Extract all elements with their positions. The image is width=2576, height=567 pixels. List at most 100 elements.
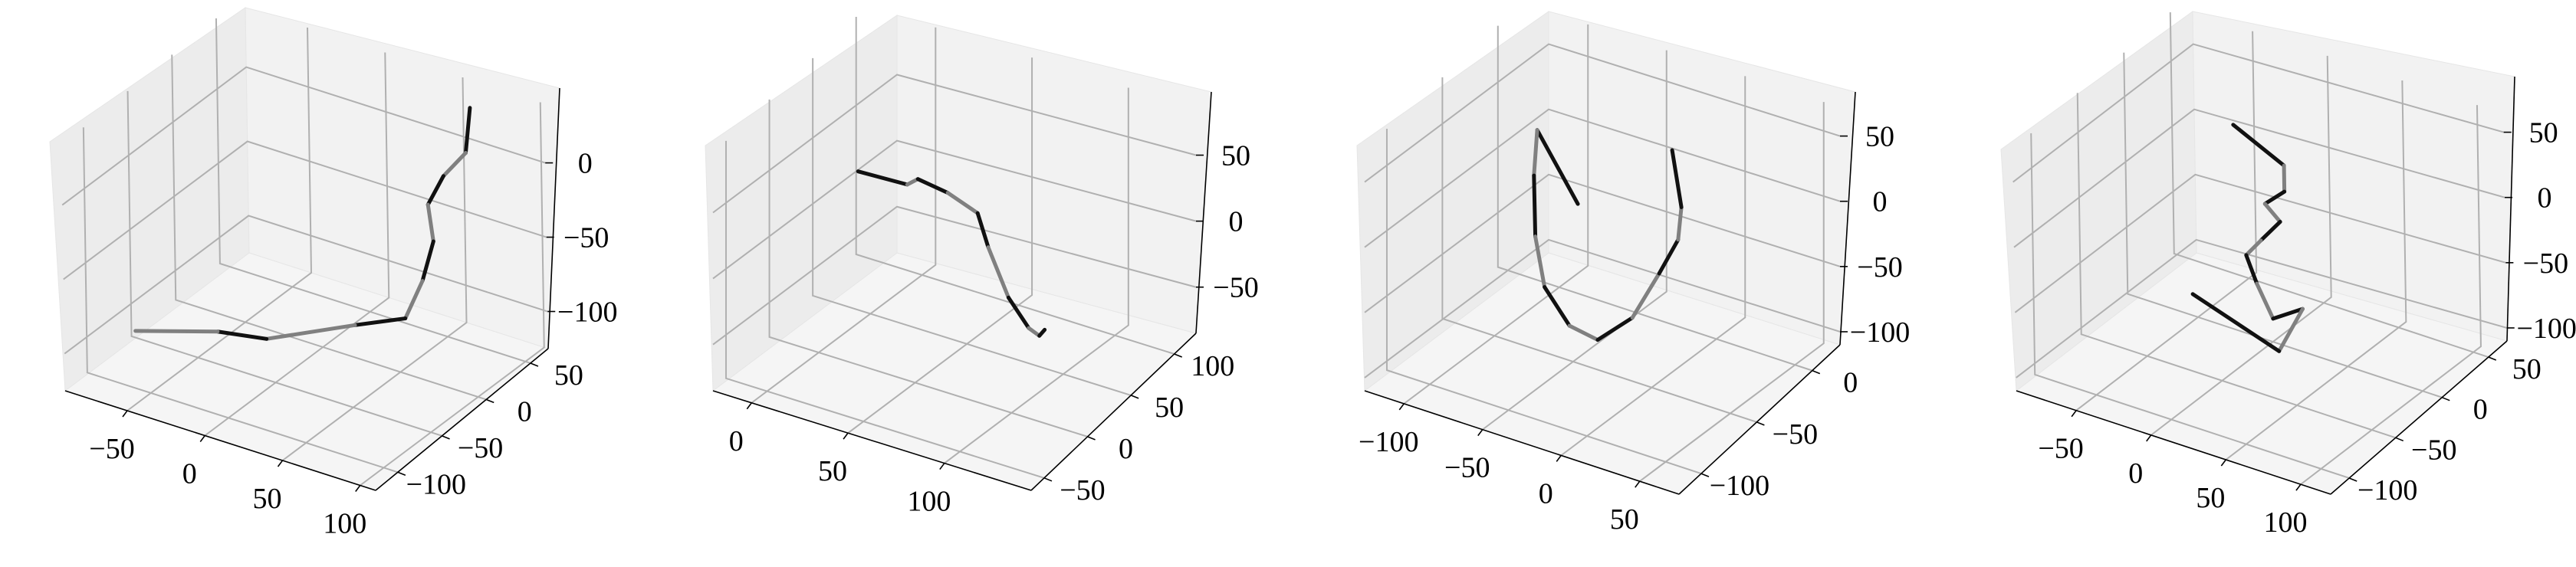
x-grid-line bbox=[127, 27, 313, 411]
y-grid-line bbox=[215, 18, 531, 364]
y-tick-label: −100 bbox=[1710, 470, 1769, 502]
x-tick-mark bbox=[122, 410, 128, 418]
x-tick-mark bbox=[199, 435, 205, 442]
trajectory-segment bbox=[1543, 285, 1572, 328]
z-axis-line bbox=[547, 87, 560, 349]
z-tick-label: 50 bbox=[2529, 117, 2558, 149]
x-tick-mark bbox=[1477, 429, 1484, 437]
z-axis-line bbox=[1195, 91, 1212, 334]
x-grid-line bbox=[204, 52, 390, 437]
trajectory-segment bbox=[2282, 163, 2287, 194]
trajectory-segment bbox=[2244, 253, 2259, 286]
y-axis-line bbox=[1678, 344, 1841, 495]
z-tick-label: −100 bbox=[1850, 316, 1910, 349]
x-tick-label: −50 bbox=[1444, 452, 1490, 484]
trajectory-segment bbox=[2277, 306, 2305, 353]
z-axis-line bbox=[2506, 76, 2515, 342]
x-tick-label: 0 bbox=[729, 425, 744, 457]
trajectory-segment bbox=[264, 323, 357, 341]
x-tick-mark bbox=[2220, 459, 2226, 467]
y-grid-line bbox=[2123, 52, 2443, 398]
x-tick-label: 50 bbox=[818, 455, 847, 487]
z-tick-label: 0 bbox=[2538, 182, 2552, 215]
x-tick-label: 100 bbox=[907, 486, 951, 518]
z-axis-line bbox=[1839, 91, 1856, 346]
trajectory-segment bbox=[2262, 189, 2287, 206]
x-tick-mark bbox=[1398, 403, 1405, 411]
trajectory-segment bbox=[2190, 292, 2282, 353]
y-tick-label: −50 bbox=[2411, 434, 2456, 466]
trajectory-segment bbox=[1535, 128, 1580, 206]
z-grid-line bbox=[1364, 238, 1841, 379]
y-tick-label: −50 bbox=[458, 432, 503, 464]
x-axis-line bbox=[1364, 390, 1680, 495]
x-tick-mark bbox=[1635, 480, 1641, 488]
x-tick-label: 50 bbox=[1610, 503, 1639, 536]
trajectory-segment bbox=[1670, 148, 1684, 209]
z-tick-label: 50 bbox=[1221, 140, 1250, 172]
y-axis-line bbox=[2330, 340, 2508, 495]
z-tick-label: −50 bbox=[1857, 251, 1902, 284]
x-tick-label: 0 bbox=[1539, 477, 1553, 510]
z-tick-label: −100 bbox=[557, 297, 617, 329]
x-tick-mark bbox=[2295, 483, 2302, 491]
y-tick-label: −100 bbox=[406, 468, 466, 500]
y-grid-line bbox=[171, 54, 487, 401]
x-axis-line bbox=[64, 390, 376, 491]
z-grid-line bbox=[1364, 173, 1841, 313]
x-tick-label: 100 bbox=[2263, 506, 2307, 539]
y-grid-line bbox=[2076, 93, 2397, 439]
y-tick-mark bbox=[2488, 356, 2497, 361]
y-grid-line bbox=[127, 90, 442, 437]
y-grid-line bbox=[2169, 12, 2489, 359]
y-tick-label: 0 bbox=[1843, 367, 1858, 399]
x-grid-line bbox=[751, 27, 937, 404]
trajectory-segment bbox=[856, 169, 909, 187]
x-tick-label: 100 bbox=[323, 508, 366, 540]
z-grid-line bbox=[2014, 173, 2506, 313]
y-tick-mark bbox=[2395, 437, 2404, 442]
x-grid-line bbox=[360, 102, 545, 487]
trajectory-segment bbox=[1676, 205, 1684, 242]
z-grid-line bbox=[712, 74, 1197, 214]
y-axis-line bbox=[375, 348, 549, 491]
subplot-4: −50 0 50 100 50 0 −50 −100 50 0 −50 −100 bbox=[2000, 11, 2576, 539]
y-tick-mark bbox=[1174, 353, 1183, 358]
y-tick-mark bbox=[1043, 477, 1053, 482]
y-tick-mark bbox=[1700, 473, 1710, 477]
trajectory-segment bbox=[426, 202, 435, 244]
y-grid-line bbox=[82, 127, 399, 474]
x-grid-line bbox=[2300, 105, 2482, 485]
z-grid-line bbox=[712, 139, 1197, 280]
x-tick-mark bbox=[277, 460, 284, 467]
y-tick-label: 50 bbox=[2512, 353, 2542, 385]
z-tick-label: 0 bbox=[1229, 206, 1244, 238]
trajectory-segment bbox=[2231, 123, 2286, 168]
y-tick-mark bbox=[530, 362, 539, 367]
x-tick-label: 50 bbox=[253, 483, 282, 515]
x-tick-label: 50 bbox=[2196, 482, 2225, 514]
y-axis-line bbox=[1030, 333, 1197, 491]
z-grid-line bbox=[64, 215, 548, 355]
trajectory-segment bbox=[945, 191, 980, 215]
y-tick-label: −100 bbox=[2358, 474, 2417, 506]
x-grid-line bbox=[1560, 76, 1746, 457]
trajectory-segment bbox=[1006, 295, 1031, 330]
x-grid-line bbox=[2150, 55, 2332, 436]
trajectory-segment bbox=[986, 245, 1010, 300]
trajectory-segment bbox=[1595, 316, 1635, 342]
z-grid-line bbox=[63, 140, 547, 280]
x-grid-line bbox=[1639, 102, 1825, 482]
z-tick-label: −50 bbox=[564, 222, 609, 254]
trajectory-segment bbox=[2271, 306, 2305, 321]
z-grid-line bbox=[712, 205, 1197, 346]
z-tick-label: 0 bbox=[578, 148, 593, 180]
y-tick-mark bbox=[1812, 369, 1821, 375]
trajectory-segment bbox=[975, 211, 991, 250]
x-grid-line bbox=[944, 87, 1129, 464]
z-tick-label: −100 bbox=[2517, 313, 2576, 345]
x-tick-mark bbox=[843, 432, 849, 440]
x-grid-line bbox=[2225, 80, 2407, 460]
x-tick-label: 0 bbox=[182, 458, 197, 490]
